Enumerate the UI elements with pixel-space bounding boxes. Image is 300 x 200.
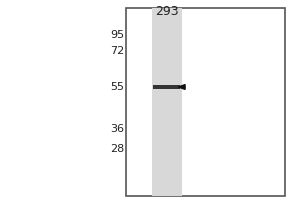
Text: 293: 293	[155, 5, 178, 18]
Text: 28: 28	[110, 144, 124, 154]
Bar	[152, 8, 182, 196]
Bar	[153, 85, 180, 89]
Text: 72: 72	[110, 46, 124, 56]
Text: 95: 95	[110, 30, 124, 40]
Bar	[126, 8, 285, 196]
Text: 55: 55	[110, 82, 124, 92]
Polygon shape	[178, 85, 185, 89]
Text: 36: 36	[110, 124, 124, 134]
